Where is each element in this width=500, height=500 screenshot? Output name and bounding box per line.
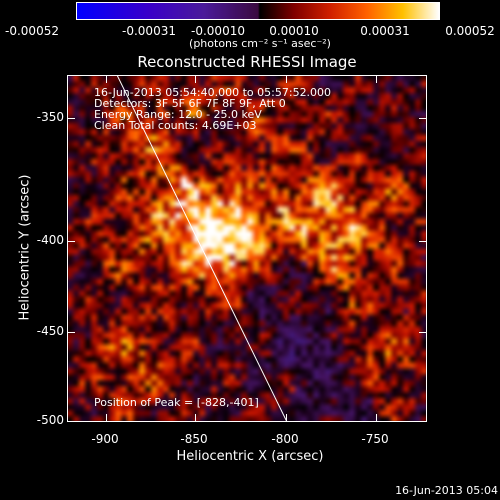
timestamp: 16-Jun-2013 05:04 (395, 484, 498, 497)
y-tick-label: -500 (36, 413, 64, 427)
x-major-tick (106, 414, 107, 421)
x-major-tick (376, 414, 377, 421)
y-tick-label: -400 (36, 233, 64, 247)
x-major-tick (286, 414, 287, 421)
x-major-tick (195, 76, 196, 83)
colorbar-tick: -0.00010 (191, 24, 245, 38)
x-tick-label: -900 (91, 432, 119, 446)
plot-frame (67, 75, 427, 422)
info-clean-counts: Clean Total counts: 4.69E+03 (94, 119, 257, 132)
y-major-tick (68, 332, 75, 333)
y-major-tick (68, 118, 75, 119)
y-major-tick (68, 421, 75, 422)
colorbar (76, 2, 440, 20)
x-axis-label: Heliocentric X (arcsec) (176, 449, 324, 464)
y-tick-label: -350 (36, 110, 64, 124)
limb-line (116, 75, 288, 422)
y-major-tick (419, 241, 426, 242)
colorbar-tick: 0.00052 (445, 24, 495, 38)
y-major-tick (419, 118, 426, 119)
y-major-tick (68, 241, 75, 242)
y-major-tick (419, 332, 426, 333)
x-tick-label: -850 (180, 432, 208, 446)
heatmap-canvas (67, 75, 427, 422)
info-detectors: Detectors: 3F 5F 6F 7F 8F 9F, Att 0 (94, 97, 286, 110)
x-major-tick (286, 76, 287, 83)
colorbar-tick: 0.00031 (360, 24, 410, 38)
image-title: Reconstructed RHESSI Image (137, 53, 357, 71)
rhessi-image: 16-Jun-2013 05:54:40.000 to 05:57:52.000… (67, 75, 427, 422)
colorbar-tick: -0.00052 (5, 24, 59, 38)
x-tick-label: -800 (271, 432, 299, 446)
y-tick-label: -450 (36, 324, 64, 338)
info-energy-range: Energy Range: 12.0 - 25.0 keV (94, 108, 262, 121)
colorbar-units: (photons cm⁻² s⁻¹ asec⁻²) (189, 37, 331, 50)
info-time-range: 16-Jun-2013 05:54:40.000 to 05:57:52.000 (94, 86, 332, 99)
colorbar-tick: -0.00031 (122, 24, 176, 38)
colorbar-tick: 0.00010 (269, 24, 319, 38)
x-major-tick (195, 414, 196, 421)
x-tick-label: -750 (361, 432, 389, 446)
peak-position-label: Position of Peak = [-828,-401] (94, 396, 259, 409)
x-major-tick (376, 76, 377, 83)
x-major-tick (106, 76, 107, 83)
y-axis-label: Heliocentric Y (arcsec) (17, 174, 33, 321)
